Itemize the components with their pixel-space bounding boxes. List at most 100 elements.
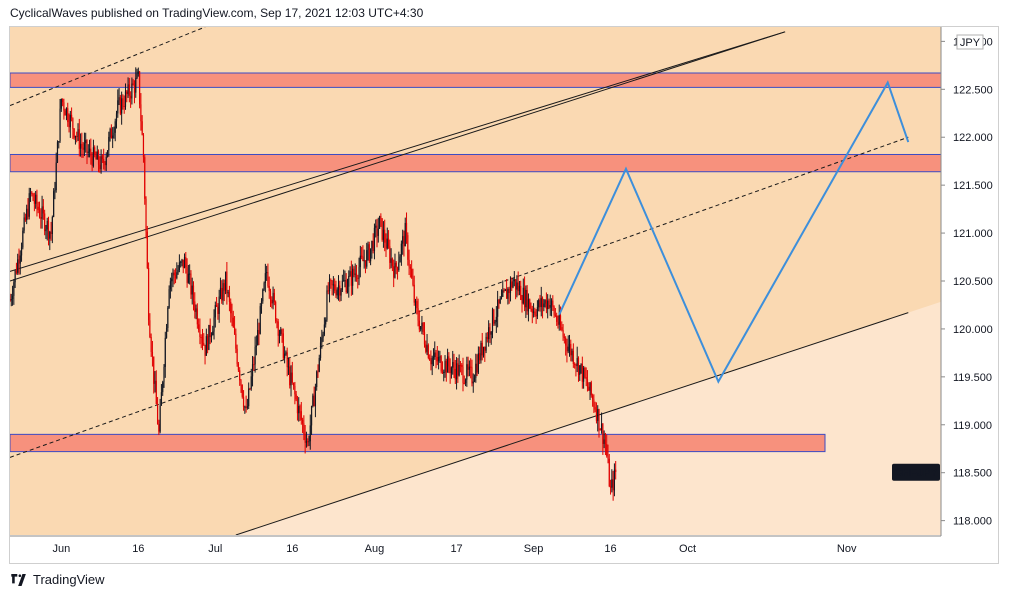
candle-body bbox=[463, 382, 465, 384]
sr-zone[interactable] bbox=[10, 72, 941, 88]
candle-body bbox=[412, 277, 414, 285]
candle-body bbox=[259, 306, 261, 334]
candle-body bbox=[92, 147, 95, 166]
candle-body bbox=[63, 102, 65, 111]
candle-body bbox=[568, 343, 571, 347]
candle-body bbox=[108, 136, 110, 151]
candle-body bbox=[212, 331, 214, 336]
candle-body bbox=[282, 333, 284, 359]
candle-body bbox=[204, 344, 206, 356]
candle-body bbox=[176, 272, 178, 279]
candle-body bbox=[608, 458, 610, 487]
candle-body bbox=[236, 348, 238, 364]
candle-body bbox=[249, 388, 251, 390]
candle-body bbox=[267, 272, 269, 286]
candle-body bbox=[323, 324, 325, 335]
channel-line[interactable] bbox=[10, 31, 786, 282]
candle-body bbox=[280, 329, 282, 335]
candle-body bbox=[416, 301, 418, 309]
channel-lines bbox=[10, 27, 909, 535]
candle-body bbox=[574, 363, 576, 365]
candle-body bbox=[174, 275, 177, 279]
candle-body bbox=[588, 386, 590, 391]
candle-body bbox=[117, 100, 119, 114]
candle-body bbox=[527, 299, 530, 312]
candle-body bbox=[431, 357, 433, 365]
candle-body bbox=[554, 314, 556, 316]
candle-body bbox=[541, 298, 544, 308]
candle-body bbox=[453, 362, 455, 369]
candle-body bbox=[613, 469, 616, 491]
candle-body bbox=[155, 380, 157, 405]
channel-line[interactable] bbox=[10, 27, 206, 107]
sr-zone[interactable] bbox=[10, 433, 826, 453]
candle-body bbox=[343, 280, 345, 282]
candle-body bbox=[240, 380, 242, 386]
candle-body bbox=[190, 273, 192, 295]
candle-body bbox=[414, 301, 417, 303]
candle-body bbox=[355, 273, 358, 278]
candle-body bbox=[337, 285, 340, 290]
sr-zone[interactable] bbox=[10, 153, 941, 173]
candle-body bbox=[113, 132, 115, 136]
candle-body bbox=[304, 433, 306, 443]
channel-line[interactable] bbox=[235, 312, 909, 535]
candle-body bbox=[525, 289, 527, 308]
candle-body bbox=[475, 363, 477, 378]
candle-body bbox=[476, 363, 478, 373]
candle-body bbox=[558, 315, 560, 325]
candle-body bbox=[227, 292, 229, 294]
candle-body bbox=[131, 83, 133, 99]
candle-body bbox=[357, 277, 359, 279]
candle-body bbox=[455, 363, 458, 380]
candle-body bbox=[271, 299, 273, 304]
candle-body bbox=[430, 360, 432, 365]
candle-body bbox=[169, 281, 172, 290]
candle-body bbox=[548, 300, 550, 308]
candle-body bbox=[559, 315, 562, 328]
candle-body bbox=[91, 156, 93, 166]
candle-body bbox=[207, 336, 209, 350]
candle-body bbox=[106, 150, 109, 157]
channel-line[interactable] bbox=[10, 31, 786, 272]
candle-body bbox=[146, 231, 148, 269]
candle-body bbox=[168, 289, 170, 308]
candle-body bbox=[580, 363, 582, 366]
candle-body bbox=[394, 262, 396, 278]
candle-body bbox=[291, 372, 293, 383]
symbol-badge[interactable] bbox=[892, 463, 940, 481]
candle-body bbox=[376, 225, 378, 236]
candle-body bbox=[118, 97, 120, 101]
candle-body bbox=[400, 243, 402, 257]
candle-body bbox=[278, 334, 281, 336]
candle-body bbox=[387, 238, 390, 247]
candle-body bbox=[142, 134, 145, 158]
candle-body bbox=[77, 129, 79, 137]
candle-body bbox=[191, 285, 193, 295]
candle-body bbox=[369, 248, 372, 262]
candle-body bbox=[10, 300, 11, 302]
channel-line[interactable] bbox=[10, 136, 909, 458]
candle-body bbox=[269, 291, 272, 300]
projection-path[interactable] bbox=[558, 80, 910, 384]
candle-body bbox=[23, 217, 25, 231]
candle-body bbox=[403, 236, 405, 247]
candle-body bbox=[556, 315, 558, 322]
candle-body bbox=[489, 327, 491, 335]
candle-body bbox=[577, 358, 580, 375]
candle-body bbox=[523, 287, 526, 308]
candle-body bbox=[273, 292, 275, 302]
candle-body bbox=[481, 342, 483, 356]
candle-body bbox=[434, 352, 436, 357]
candle-body bbox=[436, 356, 438, 362]
candle-body bbox=[420, 326, 422, 330]
candle-body bbox=[604, 439, 607, 445]
candle-body bbox=[287, 366, 290, 368]
candle-body bbox=[244, 406, 246, 408]
candle-body bbox=[245, 406, 247, 409]
candle-body bbox=[395, 262, 397, 268]
candle-body bbox=[495, 316, 497, 322]
candle-body bbox=[119, 97, 121, 114]
candle-body bbox=[312, 395, 314, 407]
